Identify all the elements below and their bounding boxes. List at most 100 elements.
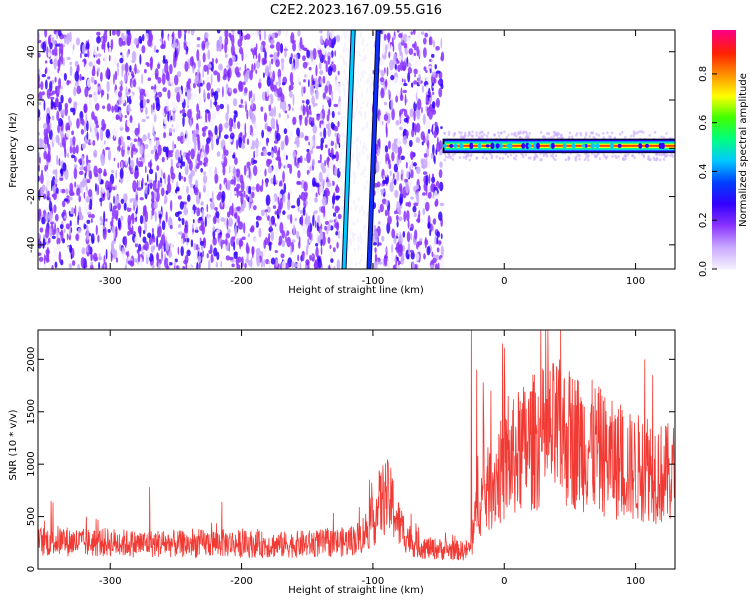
spectrum-cell	[334, 205, 340, 214]
spectrum-cell	[218, 35, 223, 47]
spectrum-cell	[212, 110, 217, 121]
spectrum-cell	[462, 135, 465, 139]
colorbar-band	[712, 81, 736, 85]
spectrum-cell	[410, 251, 415, 260]
spectrum-cell	[340, 175, 343, 183]
y-tick-label: -20	[26, 188, 37, 204]
spectrum-cell	[92, 65, 96, 71]
spectrum-cell	[61, 80, 66, 88]
spectrum-cell	[393, 163, 399, 173]
spectrum-cell	[155, 171, 157, 184]
spectrum-cell	[252, 165, 258, 176]
spectrum-cell	[465, 154, 468, 158]
spectrum-cell	[296, 197, 301, 207]
spectrum-cell	[297, 30, 301, 37]
spectrum-cell	[66, 56, 71, 61]
spectrum-cell	[324, 85, 329, 94]
spectrum-cell	[251, 246, 254, 259]
spectrum-cell	[277, 96, 281, 101]
spectrum-cell	[330, 181, 333, 193]
spectrum-cell	[72, 43, 75, 51]
spectrum-cell	[156, 165, 160, 172]
spectrum-cell	[113, 232, 116, 240]
spectrum-cell	[272, 205, 277, 209]
spectrum-cell	[195, 128, 199, 135]
spectrum-cell	[314, 220, 317, 229]
spectrum-cell	[112, 57, 117, 65]
spectrum-cell	[280, 140, 285, 151]
spectrum-cell	[181, 161, 186, 167]
spectrum-cell	[392, 173, 395, 180]
signal-band-blob	[590, 143, 595, 149]
spectrum-cell	[324, 220, 330, 225]
spectrum-cell	[390, 74, 395, 81]
spectrum-cell	[356, 204, 359, 208]
spectrum-cell	[315, 242, 319, 247]
spectrum-cell	[403, 178, 409, 183]
spectrum-cell	[53, 248, 58, 257]
spectrum-cell	[471, 130, 474, 134]
spectrum-cell	[335, 230, 339, 236]
spectrum-cell	[145, 165, 147, 174]
spectrum-cell	[110, 253, 113, 263]
spectrum-cell	[270, 81, 274, 92]
colorbar-band	[712, 35, 736, 39]
colorbar-band	[712, 121, 736, 125]
spectrum-cell	[97, 184, 99, 196]
snr-x-ticks: -300 -200 -100 0 100	[99, 330, 645, 587]
spectrum-cell	[225, 255, 231, 261]
spectrum-cell	[236, 183, 241, 190]
spectrum-cell	[397, 216, 403, 222]
spectrum-cell	[228, 148, 232, 154]
spectrum-cell	[79, 52, 82, 59]
spectrum-cell	[246, 138, 250, 146]
spectrum-cell	[73, 164, 78, 169]
colorbar-band	[712, 59, 736, 63]
spectrum-cell	[376, 181, 381, 188]
spectrum-cell	[427, 221, 431, 229]
spectrum-cell	[362, 169, 365, 176]
colorbar-band	[712, 235, 736, 238]
spectrum-cell	[134, 235, 140, 244]
spectrum-cell	[305, 212, 308, 223]
spectrum-cell	[110, 220, 113, 227]
spectrum-cell	[338, 133, 341, 139]
spectrum-cell	[315, 197, 317, 201]
spectrum-cell	[443, 158, 446, 162]
spectrum-cell	[320, 120, 324, 124]
signal-band-blob	[506, 143, 511, 148]
spectrum-cell	[164, 199, 166, 205]
spectrum-cell	[498, 134, 501, 138]
spectrum-cell	[265, 44, 270, 53]
y-tick-label: 1500	[26, 399, 37, 424]
spectrum-cell	[366, 79, 369, 85]
spectrum-cell	[85, 96, 88, 105]
spectrum-cell	[120, 52, 123, 56]
spectrum-cell	[289, 163, 293, 175]
spectrum-cell	[233, 114, 236, 123]
spectrum-cell	[81, 247, 86, 255]
spectrum-cell	[337, 230, 341, 239]
spectrum-cell	[353, 180, 356, 184]
spectrum-cell	[305, 99, 310, 105]
spectrum-cell	[312, 134, 316, 140]
y-tick-label: 500	[26, 507, 37, 526]
spectrum-cell	[524, 153, 528, 157]
spectrum-cell	[412, 121, 415, 131]
spectrum-cell	[396, 170, 400, 182]
spectrum-cell	[153, 200, 158, 210]
spectrum-cell	[300, 195, 302, 200]
spectrum-cell	[579, 131, 582, 135]
spectrum-cell	[243, 165, 247, 176]
spectrum-cell	[416, 70, 421, 75]
spectrum-cell	[133, 37, 139, 46]
spectrum-cell	[63, 198, 69, 202]
spectrum-cell	[250, 48, 254, 53]
spectrum-cell	[119, 81, 123, 85]
spectrum-cell	[280, 253, 285, 259]
spectrum-cell	[182, 115, 185, 128]
spectrum-cell	[312, 158, 315, 167]
spectrum-cell	[258, 52, 261, 63]
spectrum-cell	[43, 128, 48, 138]
spectrum-cell	[595, 132, 598, 136]
